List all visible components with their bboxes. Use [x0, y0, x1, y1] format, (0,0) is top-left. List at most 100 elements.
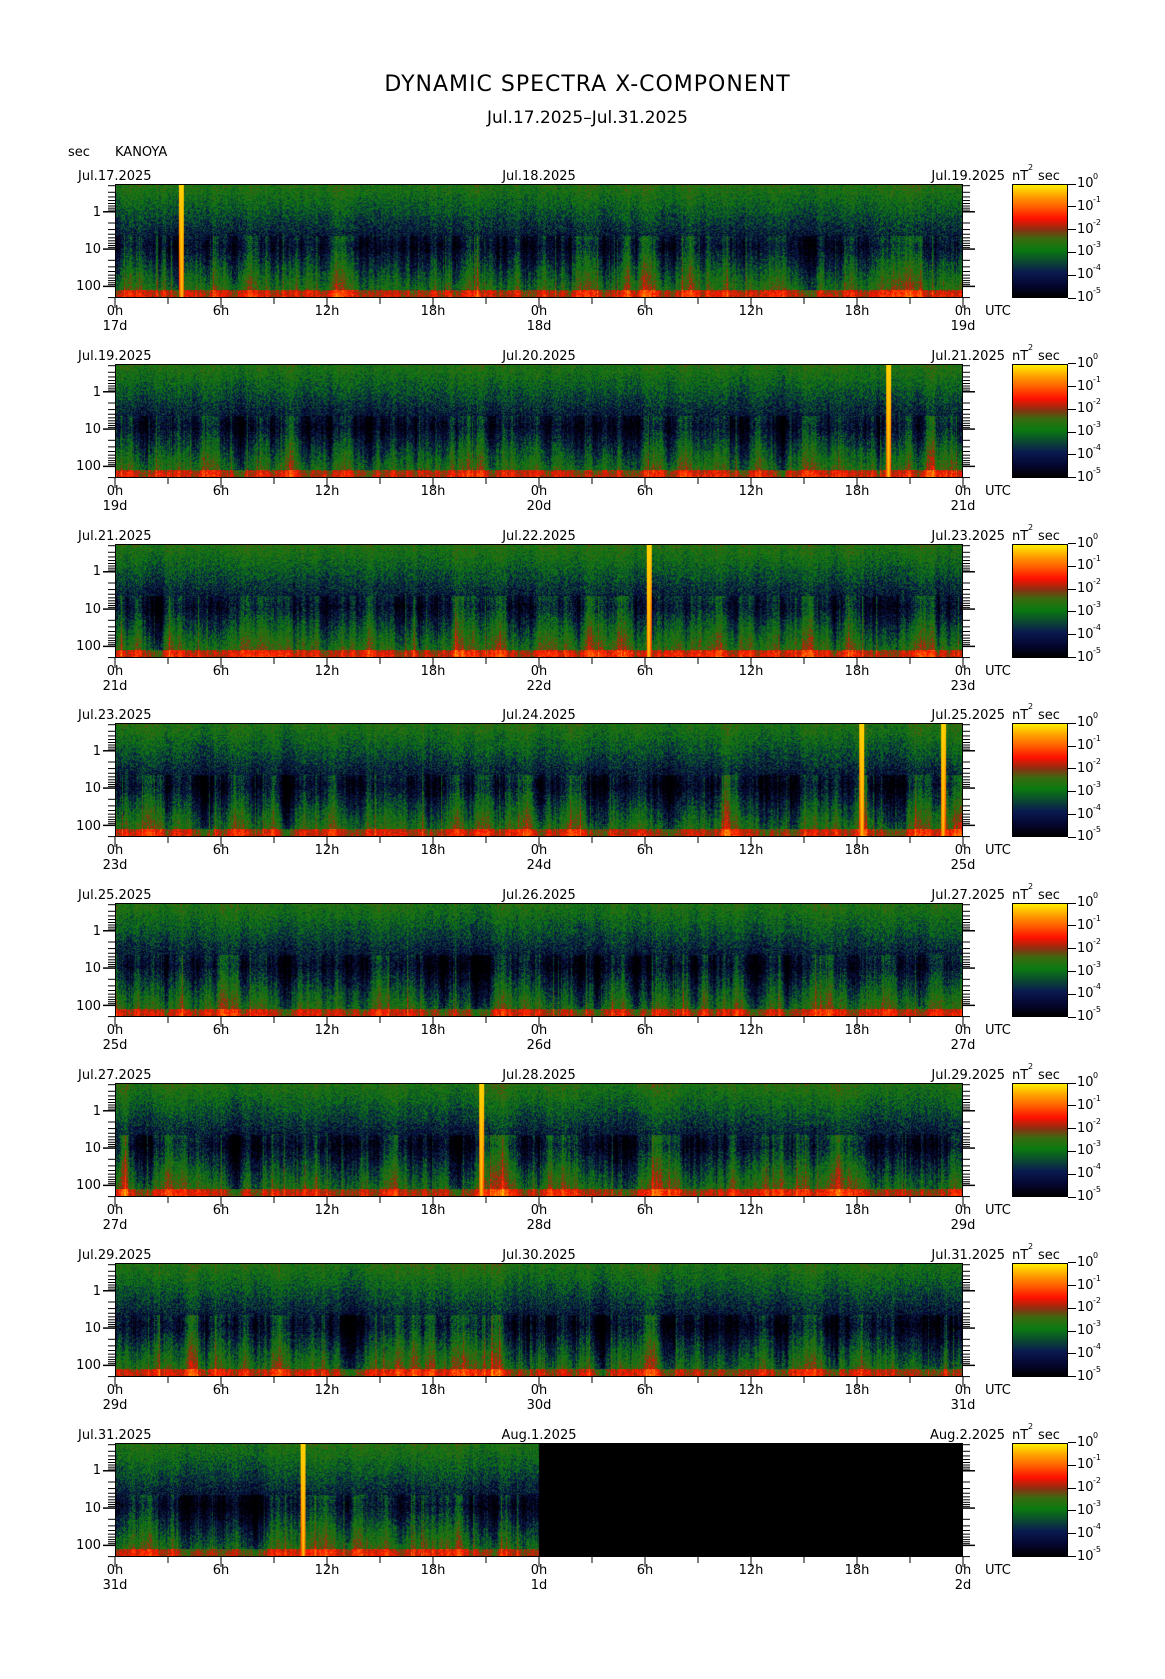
hour-tick-label: 18h: [844, 663, 870, 679]
colorbar-tick-exponent: -2: [1093, 1476, 1101, 1486]
spectrogram-heatmap: [115, 723, 963, 838]
colorbar-tick-exponent: -3: [1093, 599, 1101, 609]
hour-tick-label: 0h: [106, 483, 124, 499]
colorbar-tick-label: 10: [1077, 355, 1094, 371]
spectrogram-heatmap: [115, 1442, 963, 1557]
utc-label: UTC: [985, 843, 1011, 859]
colorbar-tick: [1068, 1150, 1076, 1152]
colorbar-tick-exponent: -2: [1093, 936, 1101, 946]
colorbar-unit-exponent: 2: [1028, 1241, 1034, 1251]
colorbar-tick-label: 10: [1077, 1097, 1094, 1113]
hour-tick-label: 12h: [738, 483, 764, 499]
panel-end-date: Jul.19.2025: [931, 169, 1005, 184]
panel-end-date: Jul.25.2025: [931, 708, 1005, 724]
colorbar: [1012, 1442, 1068, 1557]
colorbar-tick-exponent: -2: [1093, 1296, 1101, 1306]
hour-tick-label: 18h: [844, 483, 870, 499]
utc-label: UTC: [985, 483, 1011, 499]
hour-tick-label: 0h: [106, 663, 124, 679]
colorbar-tick-label: 10: [1077, 1323, 1094, 1339]
colorbar-tick-exponent: -1: [1093, 194, 1101, 204]
colorbar-tick-label: 10: [1077, 1143, 1094, 1159]
colorbar-tick: [1068, 1173, 1076, 1175]
spectrogram-panel: Jul.25.2025 Jul.26.2025 Jul.27.2025 nT 2 sec 1…: [0, 883, 1165, 1083]
day-label: 23d: [950, 678, 976, 694]
panel-mid-date: Jul.26.2025: [502, 888, 576, 904]
colorbar-tick: [1068, 1376, 1076, 1378]
colorbar-tick: [1068, 1285, 1076, 1287]
spectrogram-panel: Jul.21.2025 Jul.22.2025 Jul.23.2025 nT 2 sec 1…: [0, 523, 1165, 724]
colorbar-tick: [1068, 925, 1076, 927]
colorbar-tick-label: 10: [1077, 760, 1094, 776]
colorbar-tick-label: 10: [1077, 1254, 1094, 1270]
colorbar-tick: [1068, 722, 1076, 724]
panel-start-date: Jul.27.2025: [78, 1068, 152, 1083]
day-label: 28d: [526, 1218, 552, 1233]
hour-tick-label: 12h: [314, 304, 340, 319]
hour-tick-label: 12h: [314, 1382, 340, 1398]
colorbar-tick-exponent: -1: [1093, 1273, 1101, 1283]
y-tick-label: 1: [92, 1463, 101, 1479]
colorbar-tick: [1068, 993, 1076, 995]
hour-tick-label: 0h: [954, 1382, 972, 1398]
colorbar-tick: [1068, 565, 1076, 567]
hour-tick-label: 6h: [636, 483, 654, 499]
colorbar-tick: [1068, 206, 1076, 208]
hour-tick-label: 6h: [636, 663, 654, 679]
colorbar-unit: nT: [1012, 169, 1029, 184]
colorbar-tick-exponent: -3: [1093, 240, 1101, 250]
colorbar-unit: nT: [1012, 1068, 1029, 1083]
y-tick-label: 10: [84, 1500, 101, 1516]
day-label: 2d: [954, 1577, 972, 1593]
colorbar-tick-label: 10: [1077, 1166, 1094, 1182]
colorbar-tick-exponent: -4: [1093, 442, 1101, 452]
colorbar-unit-sec: sec: [1038, 708, 1060, 724]
colorbar-tick: [1068, 274, 1076, 276]
hour-tick-label: 12h: [738, 1562, 764, 1578]
chart-subtitle: Jul.17.2025–Jul.31.2025: [487, 108, 688, 128]
colorbar-tick-exponent: -4: [1093, 1521, 1101, 1531]
colorbar-tick-label: 10: [1077, 963, 1094, 979]
colorbar-tick: [1068, 768, 1076, 770]
colorbar-unit-exponent: 2: [1028, 702, 1034, 712]
colorbar-tick-exponent: -4: [1093, 982, 1101, 992]
colorbar-tick-exponent: -4: [1093, 1162, 1101, 1172]
hour-tick-label: 6h: [212, 663, 230, 679]
hour-tick-label: 0h: [530, 1023, 548, 1039]
colorbar-tick-label: 10: [1077, 1120, 1094, 1136]
day-label: 20d: [526, 498, 552, 514]
panel-start-date: Jul.25.2025: [78, 888, 152, 904]
y-tick-label: 10: [84, 961, 101, 977]
colorbar-tick-exponent: -5: [1093, 1185, 1101, 1194]
colorbar-tick-label: 10: [1077, 895, 1094, 911]
chart-title: DYNAMIC SPECTRA X-COMPONENT: [384, 72, 791, 97]
colorbar-tick: [1068, 611, 1076, 613]
y-tick-label: 1: [92, 564, 101, 580]
hour-tick-label: 6h: [636, 1023, 654, 1039]
hour-tick-label: 6h: [212, 1562, 230, 1578]
colorbar-tick-label: 10: [1077, 649, 1094, 665]
colorbar-tick-label: 10: [1077, 1277, 1094, 1293]
colorbar-tick-exponent: -3: [1093, 1319, 1101, 1329]
hour-tick-label: 12h: [314, 663, 340, 679]
spectrogram-panel: Jul.17.2025 Jul.18.2025 Jul.19.2025 nT 2 sec 1…: [0, 164, 1165, 364]
colorbar-tick-label: 10: [1077, 1525, 1094, 1541]
colorbar-tick: [1068, 1533, 1076, 1535]
y-tick-label: 10: [84, 1320, 101, 1336]
colorbar-tick-label: 10: [1077, 1189, 1094, 1204]
colorbar-tick-label: 10: [1077, 378, 1094, 394]
day-label: 30d: [526, 1397, 552, 1413]
panel-axes: [103, 724, 975, 848]
colorbar-tick-exponent: -2: [1093, 217, 1101, 227]
hour-tick-label: 0h: [530, 483, 548, 499]
colorbar-tick-exponent: -1: [1093, 734, 1101, 744]
hour-tick-label: 6h: [636, 1562, 654, 1578]
y-tick-label: 1: [92, 384, 101, 400]
hour-tick-label: 18h: [420, 483, 446, 499]
colorbar-tick: [1068, 836, 1076, 838]
colorbar-tick: [1068, 1105, 1076, 1107]
hour-tick-label: 6h: [636, 304, 654, 319]
panel-start-date: Jul.19.2025: [78, 348, 152, 364]
colorbar-tick-label: 10: [1077, 738, 1094, 754]
panel-axes: [103, 904, 975, 1028]
